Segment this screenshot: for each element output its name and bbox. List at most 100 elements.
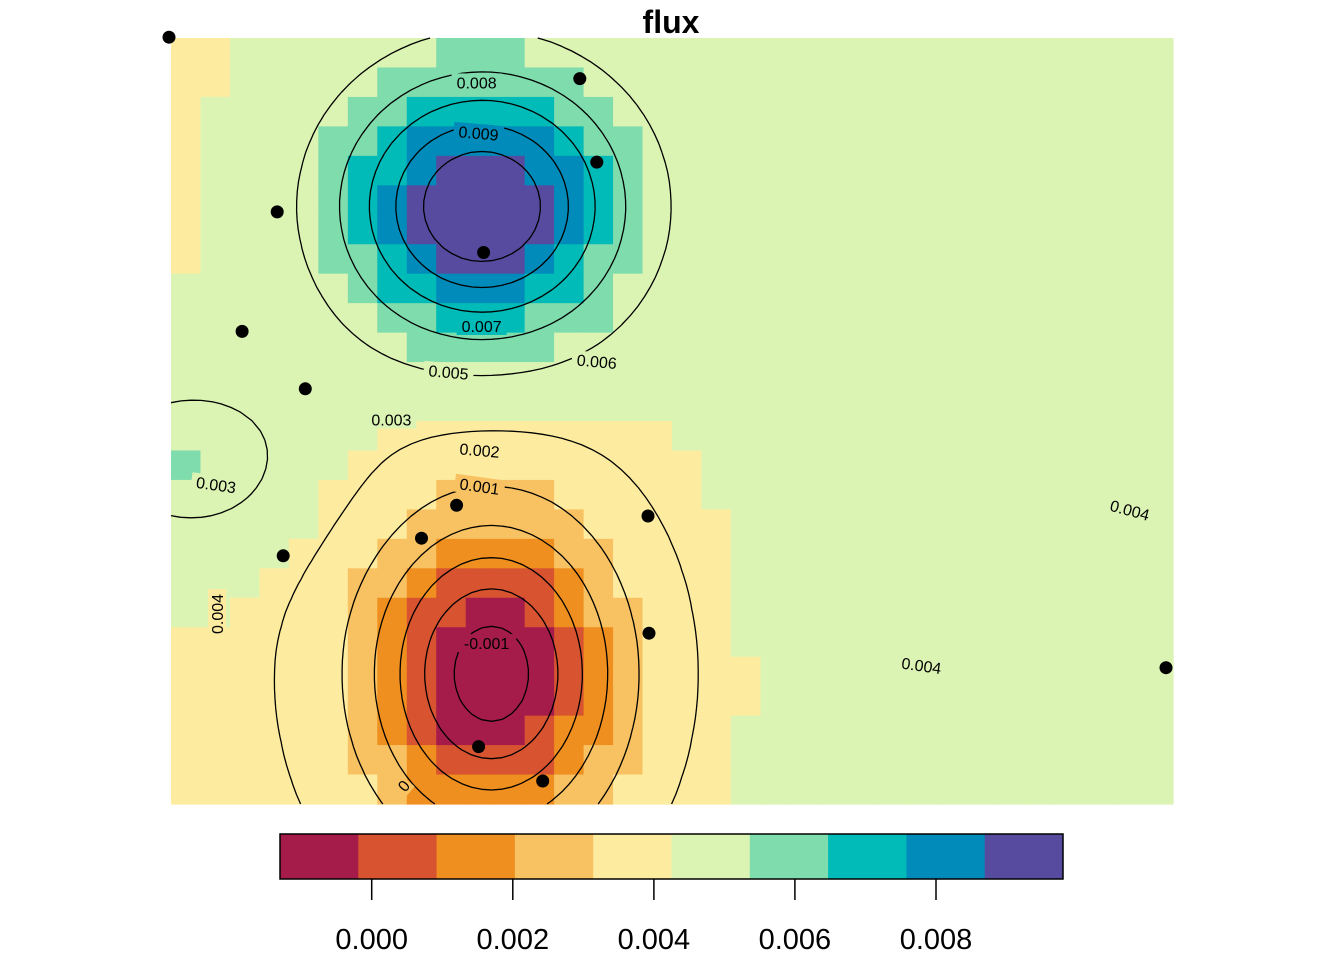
heatmap-cell	[730, 627, 762, 658]
heatmap-cell	[1143, 627, 1174, 658]
heatmap-cell	[377, 332, 408, 363]
heatmap-cell	[1084, 38, 1115, 69]
heatmap-cell	[642, 686, 673, 717]
heatmap-cell	[1025, 479, 1056, 510]
heatmap-cell	[878, 597, 909, 628]
heatmap-cell	[937, 391, 968, 422]
heatmap-cell	[583, 450, 614, 481]
heatmap-cell	[229, 686, 261, 717]
heatmap-cell	[554, 96, 585, 127]
heatmap-cell	[819, 391, 850, 422]
heatmap-cell	[789, 362, 820, 393]
heatmap-cell	[1084, 273, 1115, 304]
heatmap-cell	[1143, 745, 1174, 776]
colorbar-tick-label: 0.000	[335, 924, 408, 956]
heatmap-cell	[554, 244, 585, 275]
heatmap-cell	[465, 96, 496, 127]
heatmap-cell	[672, 214, 703, 245]
heatmap-cell	[1055, 67, 1086, 98]
heatmap-cell	[701, 303, 732, 334]
heatmap-cell	[1143, 774, 1174, 805]
heatmap-cell	[288, 38, 319, 69]
heatmap-cell	[347, 715, 378, 746]
heatmap-cell	[996, 38, 1027, 69]
heatmap-cell	[1084, 391, 1115, 422]
heatmap-cell	[937, 38, 968, 69]
heatmap-cell	[465, 509, 496, 540]
heatmap-cell	[760, 479, 791, 510]
heatmap-cell	[259, 38, 290, 69]
heatmap-cell	[229, 67, 261, 98]
heatmap-cell	[730, 67, 762, 98]
heatmap-cell	[1114, 538, 1145, 569]
heatmap-cell	[642, 155, 673, 186]
heatmap-cell	[1055, 362, 1086, 393]
heatmap-cell	[1055, 686, 1086, 717]
heatmap-cell	[171, 656, 202, 687]
contour-line	[368, 99, 596, 313]
heatmap-cell	[642, 568, 673, 599]
heatmap-cell	[524, 479, 555, 510]
contour-label-bg	[457, 634, 517, 653]
heatmap-cell	[1055, 421, 1086, 452]
heatmap-cell	[524, 155, 555, 186]
heatmap-cell	[1143, 597, 1174, 628]
heatmap-cell	[730, 745, 762, 776]
heatmap-cell	[1055, 96, 1086, 127]
heatmap-cell	[259, 774, 290, 805]
heatmap-cell	[406, 656, 437, 687]
heatmap-cell	[907, 96, 938, 127]
heatmap-cell	[377, 244, 408, 275]
heatmap-cell	[848, 67, 879, 98]
heatmap-cell	[200, 391, 231, 422]
heatmap-cell	[848, 450, 879, 481]
heatmap-cell	[1055, 273, 1086, 304]
heatmap-cell	[171, 421, 202, 452]
heatmap-cell	[672, 273, 703, 304]
heatmap-cell	[554, 303, 585, 334]
heatmap-cell	[1025, 627, 1056, 658]
heatmap-cell	[1143, 214, 1174, 245]
heatmap-cell	[524, 244, 555, 275]
heatmap-cell	[171, 244, 202, 275]
heatmap-cell	[583, 214, 614, 245]
heatmap-cell	[642, 244, 673, 275]
contour-label-bg	[453, 438, 506, 462]
heatmap-cell	[613, 126, 644, 157]
heatmap-cell	[583, 509, 614, 540]
heatmap-cell	[996, 450, 1027, 481]
heatmap-cell	[789, 421, 820, 452]
heatmap-cell	[642, 332, 673, 363]
heatmap-cell	[465, 185, 496, 216]
heatmap-cell	[436, 568, 467, 599]
heatmap-cell	[789, 509, 820, 540]
heatmap-cell	[200, 538, 231, 569]
heatmap-cell	[583, 479, 614, 510]
contour-label: 0.009	[452, 121, 505, 145]
heatmap-cell	[200, 362, 231, 393]
heatmap-cell	[1084, 96, 1115, 127]
heatmap-cell	[878, 391, 909, 422]
heatmap-cell	[495, 715, 526, 746]
heatmap-cell	[1055, 597, 1086, 628]
heatmap-cell	[642, 421, 673, 452]
heatmap-cell	[878, 421, 909, 452]
heatmap-cell	[347, 597, 378, 628]
heatmap-cell	[613, 479, 644, 510]
heatmap-cell	[524, 67, 555, 98]
heatmap-cell	[554, 715, 585, 746]
heatmap-cell	[789, 656, 820, 687]
heatmap-cell	[347, 273, 378, 304]
heatmap-cell	[1025, 450, 1056, 481]
heatmap-cell	[878, 479, 909, 510]
heatmap-cell	[760, 686, 791, 717]
heatmap-cell	[229, 126, 261, 157]
heatmap-cell	[672, 568, 703, 599]
heatmap-cell	[907, 362, 938, 393]
heatmap-cell	[701, 391, 732, 422]
heatmap-cell	[1143, 67, 1174, 98]
heatmap-cell	[465, 538, 496, 569]
heatmap-cell	[642, 391, 673, 422]
heatmap-cell	[701, 627, 732, 658]
heatmap-cell	[347, 155, 378, 186]
